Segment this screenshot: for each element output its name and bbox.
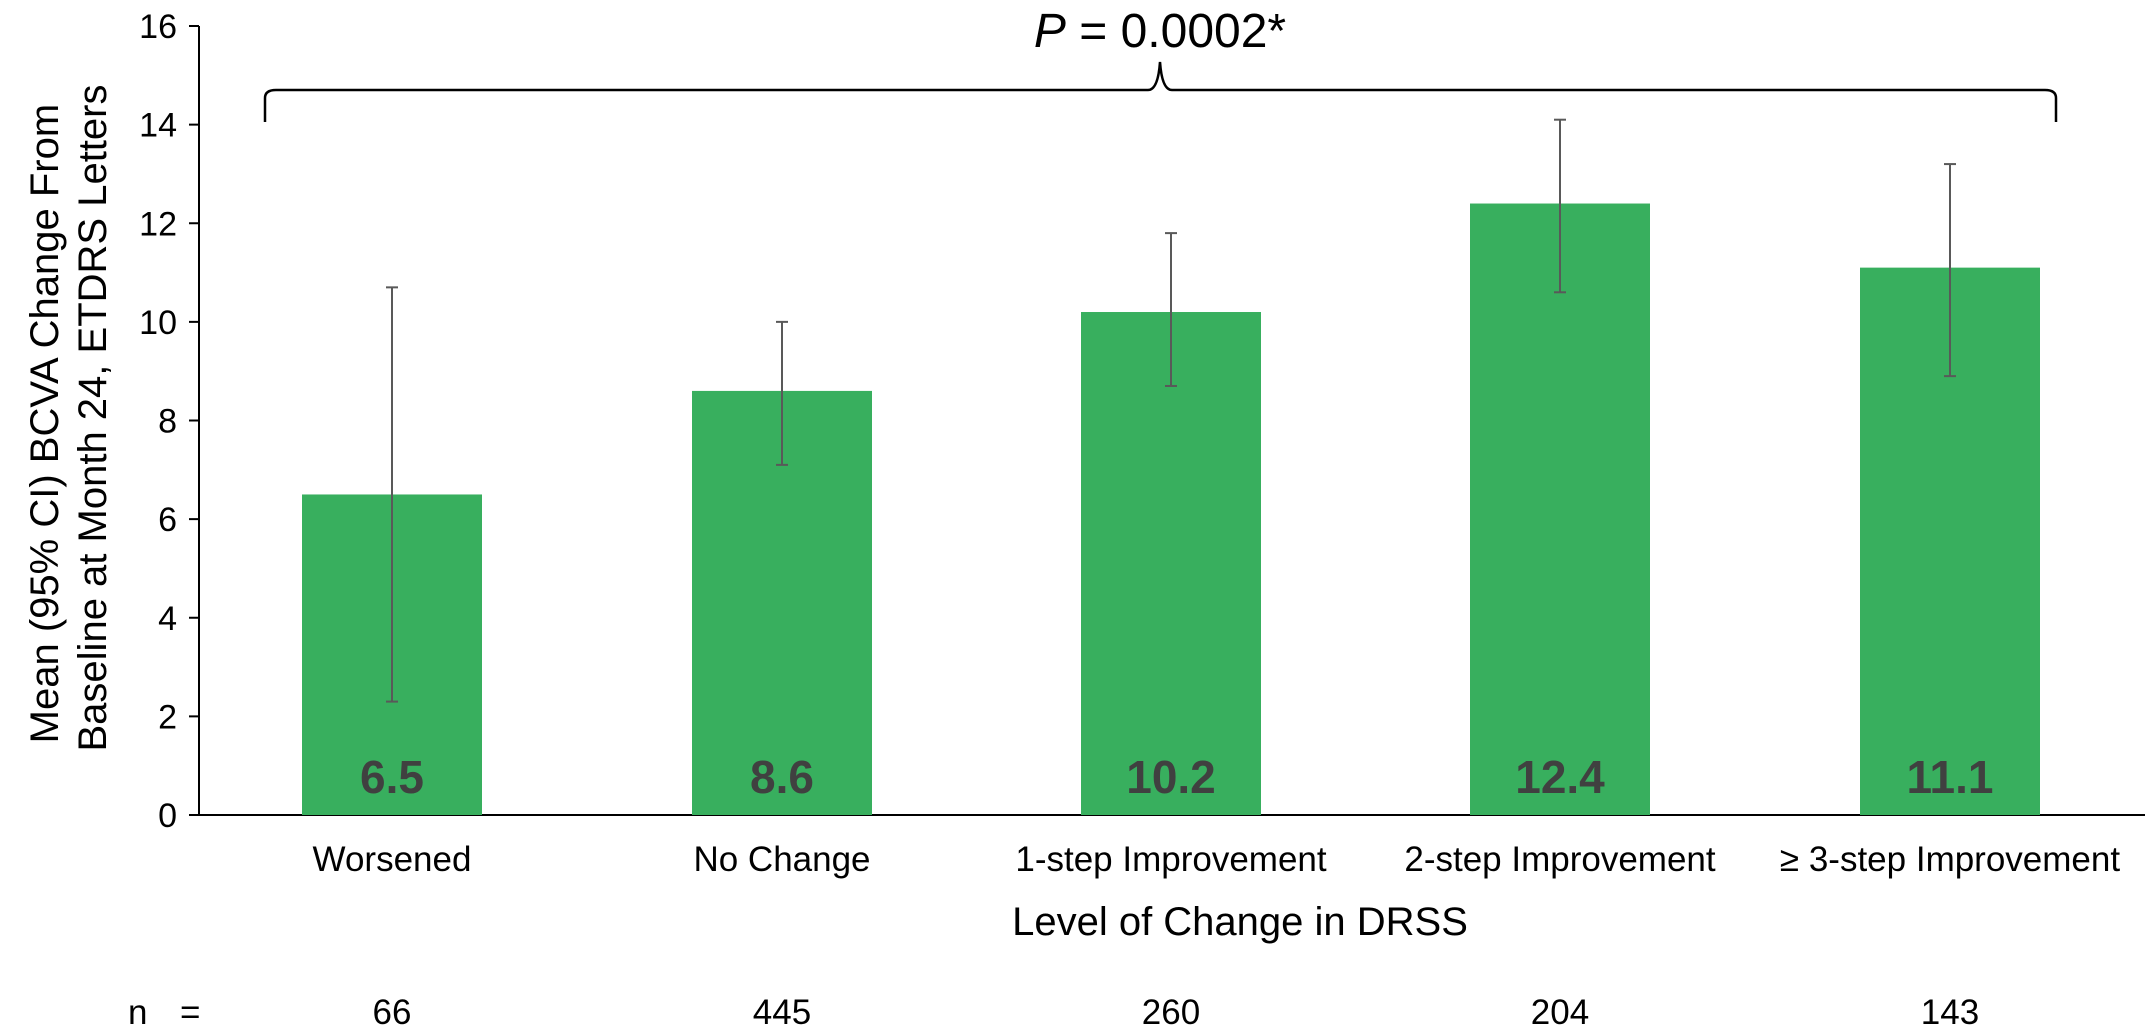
bar-value-label: 10.2 <box>1126 751 1216 803</box>
y-tick-label: 14 <box>139 107 177 145</box>
x-axis-title: Level of Change in DRSS <box>1012 900 1468 944</box>
n-row-label: n <box>128 993 147 1027</box>
n-value: 260 <box>1142 993 1200 1027</box>
y-tick-label: 2 <box>158 698 177 736</box>
p-value-annotation: P = 0.0002* <box>1034 5 1286 58</box>
n-value: 204 <box>1531 993 1589 1027</box>
x-category-label: 2-step Improvement <box>1404 840 1716 879</box>
significance-bracket <box>263 61 2058 122</box>
bar-value-label: 11.1 <box>1907 751 1994 803</box>
x-category-label: ≥ 3-step Improvement <box>1780 840 2120 879</box>
y-tick-label: 16 <box>139 8 177 46</box>
n-value: 445 <box>753 993 811 1027</box>
axes: 0 2 4 6 8 10 12 14 16 <box>139 8 2145 835</box>
bar <box>1081 312 1261 815</box>
x-category-label: 1-step Improvement <box>1015 840 1327 879</box>
y-axis-title-line-1: Mean (95% CI) BCVA Change From <box>23 104 67 744</box>
n-value: 143 <box>1921 993 1979 1027</box>
p-symbol: P <box>1034 5 1066 58</box>
n-row-equals: = <box>180 993 200 1027</box>
y-tick-label: 12 <box>139 205 177 243</box>
bars <box>302 203 2040 816</box>
y-tick-label: 0 <box>158 797 177 835</box>
y-axis-title-line-2: Baseline at Month 24, ETDRS Letters <box>71 85 115 752</box>
y-tick-label: 10 <box>139 304 177 342</box>
y-tick-label: 8 <box>158 403 177 441</box>
bar <box>1470 203 1650 815</box>
labels: 6.5 Worsened 66 8.6 No Change 445 10.2 1-step I… <box>313 751 2121 1032</box>
bar-value-label: 12.4 <box>1515 751 1605 803</box>
error-bars <box>386 118 1956 703</box>
y-tick-label: 6 <box>158 501 177 539</box>
bar-value-label: 8.6 <box>750 751 814 803</box>
y-axis-title: Mean (95% CI) BCVA Change From Baseline … <box>23 85 115 752</box>
p-value-text: = 0.0002* <box>1066 5 1286 58</box>
bar-value-label: 6.5 <box>360 751 424 803</box>
x-category-label: Worsened <box>313 840 472 879</box>
y-tick-label: 4 <box>158 600 177 638</box>
x-category-label: No Change <box>693 840 870 879</box>
n-value: 66 <box>373 993 412 1027</box>
